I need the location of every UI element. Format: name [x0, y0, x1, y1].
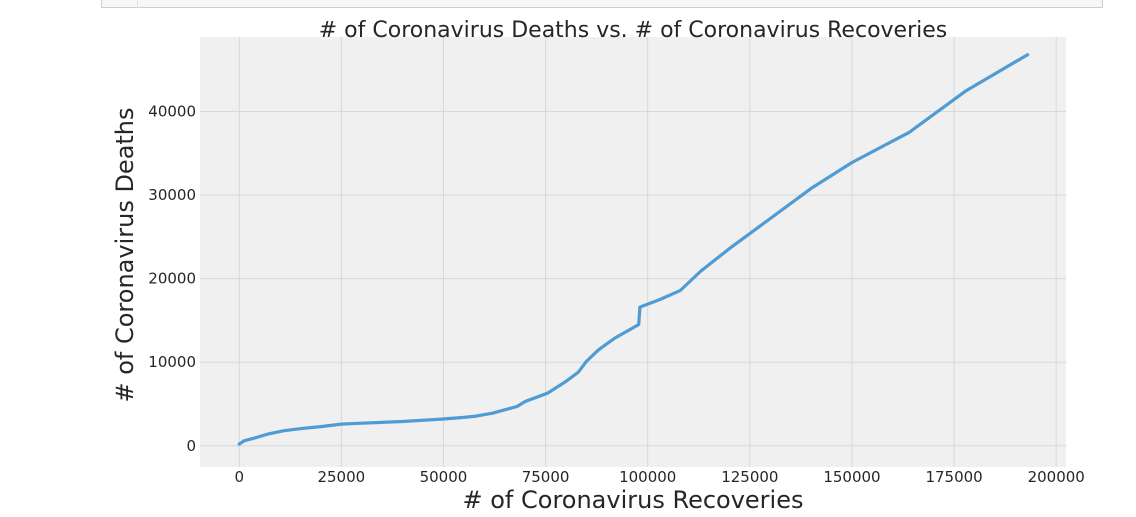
x-tick-label: 175000	[925, 468, 982, 486]
y-tick-label: 20000	[148, 270, 196, 288]
cell-prompt-divider	[137, 0, 138, 8]
x-tick-label: 75000	[522, 468, 570, 486]
y-tick-label: 10000	[148, 353, 196, 371]
x-axis-label: # of Coronavirus Recoveries	[463, 486, 804, 514]
x-tick-label: 0	[234, 468, 244, 486]
series-line	[237, 53, 1030, 446]
x-tick-label: 200000	[1028, 468, 1085, 486]
y-tick-label: 30000	[148, 186, 196, 204]
previous-cell-border	[101, 0, 1103, 8]
y-tick-labels: 0 10000 20000 30000 40000	[148, 103, 196, 455]
x-tick-label: 125000	[721, 468, 778, 486]
x-tick-label: 100000	[619, 468, 676, 486]
chart-title: # of Coronavirus Deaths vs. # of Coronav…	[319, 18, 947, 43]
series-group	[237, 53, 1030, 446]
x-tick-label: 25000	[317, 468, 365, 486]
y-tick-label: 0	[186, 437, 196, 455]
x-tick-labels: 0 25000 50000 75000 100000 125000 150000 175000…	[234, 468, 1084, 486]
y-gridlines	[200, 111, 1066, 447]
y-tick-label: 40000	[148, 103, 196, 121]
plot-area	[200, 37, 1066, 467]
x-tick-label: 50000	[420, 468, 468, 486]
y-axis-label: # of Coronavirus Deaths	[111, 107, 139, 402]
x-tick-label: 150000	[823, 468, 880, 486]
